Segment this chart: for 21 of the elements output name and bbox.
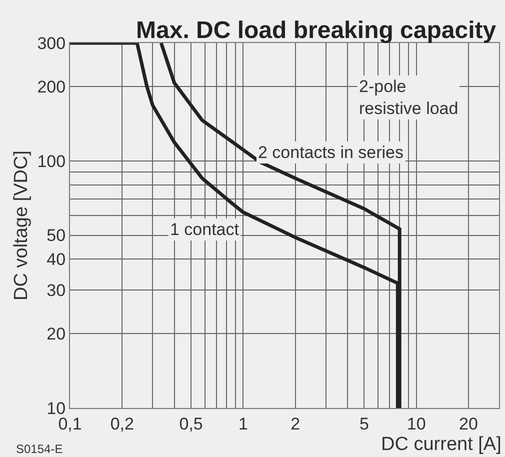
annotation: 2-pole resistive load [359,77,458,118]
y-tick-label: 40 [46,250,66,270]
y-tick-label: 200 [37,77,66,96]
text: S0154-E [16,442,63,456]
x-tick-label: 0,2 [110,414,134,434]
y-tick-label: 20 [46,324,66,344]
y-tick-label: 30 [46,281,66,300]
y-tick-label: 300 [37,34,66,53]
y-axis-title: DC voltage [VDC] [11,150,32,300]
x-axis-title: DC current [A] [381,434,502,455]
x-tick-label: 10 [406,414,426,434]
x-tick-label: 1 [238,414,248,434]
x-tick-label: 2 [290,414,300,434]
x-tick-label: 0,5 [179,414,203,434]
y-tick-label: 100 [37,152,66,171]
y-tick-label: 50 [46,226,66,246]
series-label: 1 contact [170,220,240,239]
x-tick-label: 20 [459,414,478,434]
x-tick-label: 5 [360,414,369,434]
series-label: 2 contacts in series [258,143,404,162]
chart-title: Max. DC load breaking capacity [136,17,497,44]
